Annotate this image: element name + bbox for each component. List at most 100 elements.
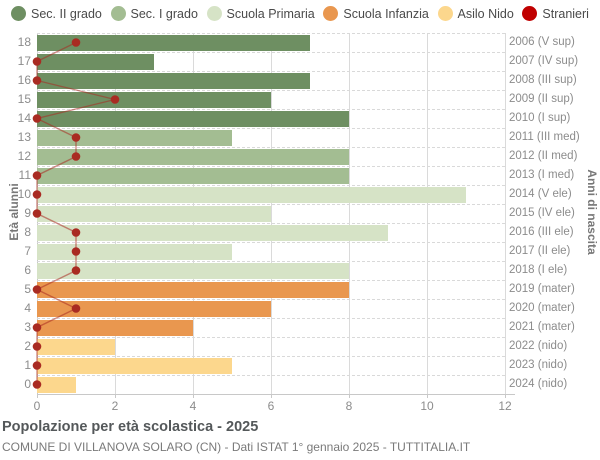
x-tick-mark-6	[271, 394, 272, 398]
age-label-14: 14	[17, 111, 31, 125]
year-label-2014: 2014 (V ele)	[509, 188, 572, 200]
row-separator	[37, 166, 505, 167]
year-label-2024: 2024 (nido)	[509, 378, 568, 390]
age-label-4: 4	[24, 301, 31, 315]
age-label-18: 18	[17, 35, 31, 49]
stranieri-dot-age-12	[71, 152, 81, 161]
age-label-1: 1	[24, 358, 31, 372]
bar-age-1	[37, 357, 232, 374]
stranieri-dot-age-3	[32, 323, 42, 332]
year-label-2009: 2009 (II sup)	[509, 93, 574, 105]
year-label-2015: 2015 (IV ele)	[509, 207, 575, 219]
year-label-2016: 2016 (III ele)	[509, 226, 574, 238]
age-label-11: 11	[18, 168, 31, 182]
x-tick-label-0: 0	[33, 399, 41, 413]
bar-age-4	[37, 300, 271, 317]
legend-item-sec-ii-grado: Sec. II grado	[11, 6, 102, 21]
row-separator	[37, 90, 505, 91]
stranieri-dot-age-13	[71, 133, 81, 142]
gridline-x-8	[349, 33, 350, 394]
age-label-12: 12	[17, 149, 31, 163]
x-tick-label-10: 10	[420, 399, 434, 413]
row-separator	[37, 242, 505, 243]
bar-age-12	[37, 148, 349, 165]
age-label-6: 6	[24, 263, 31, 277]
stranieri-dot-age-11	[32, 171, 42, 180]
bar-age-5	[37, 281, 349, 298]
row-separator	[37, 204, 505, 205]
age-label-17: 17	[17, 54, 31, 68]
gridline-x-12	[505, 33, 506, 394]
bar-age-16	[37, 72, 310, 89]
bar-age-7	[37, 243, 232, 260]
stranieri-dot-age-7	[71, 247, 81, 256]
x-tick-mark-0	[37, 394, 38, 398]
row-separator	[37, 147, 505, 148]
age-label-9: 9	[24, 206, 31, 220]
bar-age-15	[37, 91, 271, 108]
year-label-2018: 2018 (I ele)	[509, 264, 568, 276]
legend-label: Scuola Infanzia	[343, 6, 429, 21]
row-separator	[37, 280, 505, 281]
stranieri-dot-age-2	[32, 342, 42, 351]
stranieri-dot-age-4	[71, 304, 81, 313]
legend-swatch-icon	[437, 6, 453, 21]
age-label-3: 3	[24, 320, 31, 334]
x-tick-mark-8	[349, 394, 350, 398]
year-label-2010: 2010 (I sup)	[509, 112, 571, 124]
bar-age-11	[37, 167, 349, 184]
year-label-2022: 2022 (nido)	[509, 340, 568, 352]
legend-label: Sec. II grado	[31, 6, 102, 21]
row-separator	[37, 223, 505, 224]
age-label-10: 10	[17, 187, 31, 201]
legend-swatch-icon	[110, 6, 126, 21]
row-separator	[37, 318, 505, 319]
year-label-2012: 2012 (II med)	[509, 150, 578, 162]
x-tick-mark-4	[193, 394, 194, 398]
age-label-8: 8	[24, 225, 31, 239]
stranieri-dot-age-6	[71, 266, 81, 275]
stranieri-dot-age-16	[32, 76, 42, 85]
row-separator	[37, 356, 505, 357]
row-separator	[37, 375, 505, 376]
bar-age-2	[37, 338, 115, 355]
bar-age-6	[37, 262, 349, 279]
row-separator	[37, 337, 505, 338]
legend-swatch-icon	[206, 6, 222, 21]
chart-title: Popolazione per età scolastica - 2025	[2, 419, 259, 435]
x-tick-label-2: 2	[111, 399, 119, 413]
legend-swatch-icon	[323, 6, 339, 21]
x-tick-label-4: 4	[189, 399, 197, 413]
year-label-2019: 2019 (mater)	[509, 283, 575, 295]
bar-age-3	[37, 319, 193, 336]
bar-age-13	[37, 129, 232, 146]
legend-label: Scuola Primaria	[226, 6, 315, 21]
legend: Sec. II grado Sec. I grado Scuola Primaria…	[11, 6, 589, 21]
year-label-2011: 2011 (III med)	[509, 131, 580, 143]
row-separator	[37, 299, 505, 300]
row-separator	[37, 128, 505, 129]
legend-label: Asilo Nido	[457, 6, 514, 21]
row-separator	[37, 71, 505, 72]
age-label-13: 13	[17, 130, 31, 144]
x-tick-mark-2	[115, 394, 116, 398]
row-separator	[37, 261, 505, 262]
year-label-2020: 2020 (mater)	[509, 302, 575, 314]
stranieri-dot-age-17	[32, 57, 42, 66]
age-label-15: 15	[17, 92, 31, 106]
age-label-7: 7	[24, 244, 31, 258]
age-label-16: 16	[17, 73, 31, 87]
age-label-2: 2	[24, 339, 31, 353]
x-tick-mark-12	[505, 394, 506, 398]
bar-age-14	[37, 110, 349, 127]
legend-item-scuola-primaria: Scuola Primaria	[206, 6, 315, 21]
stranieri-overlay	[32, 38, 120, 389]
year-label-2013: 2013 (I med)	[509, 169, 575, 181]
x-tick-mark-10	[427, 394, 428, 398]
gridline-x-10	[427, 33, 428, 394]
stranieri-dot-age-9	[32, 209, 42, 218]
legend-label: Stranieri	[542, 6, 589, 21]
legend-swatch-icon	[522, 6, 538, 21]
year-label-2007: 2007 (IV sup)	[509, 55, 579, 67]
